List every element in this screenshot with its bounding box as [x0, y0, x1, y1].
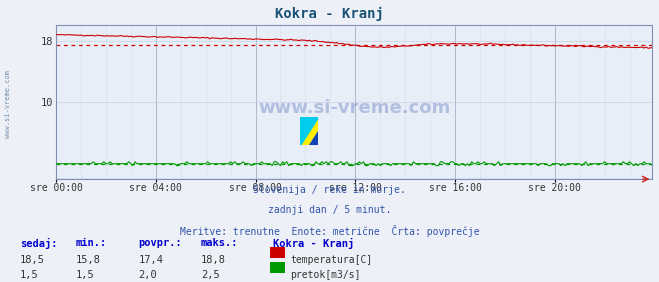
Text: 15,8: 15,8 [76, 255, 101, 265]
Text: sedaj:: sedaj: [20, 238, 57, 249]
Text: povpr.:: povpr.: [138, 238, 182, 248]
Text: pretok[m3/s]: pretok[m3/s] [290, 270, 360, 280]
Text: 17,4: 17,4 [138, 255, 163, 265]
Text: www.si-vreme.com: www.si-vreme.com [5, 70, 11, 138]
Text: 2,0: 2,0 [138, 270, 157, 280]
Text: 1,5: 1,5 [76, 270, 94, 280]
Text: Kokra - Kranj: Kokra - Kranj [273, 238, 355, 249]
Text: 1,5: 1,5 [20, 270, 38, 280]
Polygon shape [309, 131, 318, 145]
Text: Meritve: trenutne  Enote: metrične  Črta: povprečje: Meritve: trenutne Enote: metrične Črta: … [180, 225, 479, 237]
Text: Kokra - Kranj: Kokra - Kranj [275, 7, 384, 21]
Polygon shape [300, 117, 318, 145]
Text: Slovenija / reke in morje.: Slovenija / reke in morje. [253, 185, 406, 195]
Text: 18,5: 18,5 [20, 255, 45, 265]
Text: 2,5: 2,5 [201, 270, 219, 280]
Text: maks.:: maks.: [201, 238, 239, 248]
Text: www.si-vreme.com: www.si-vreme.com [258, 99, 450, 117]
Text: 18,8: 18,8 [201, 255, 226, 265]
Text: zadnji dan / 5 minut.: zadnji dan / 5 minut. [268, 205, 391, 215]
Text: temperatura[C]: temperatura[C] [290, 255, 372, 265]
Text: min.:: min.: [76, 238, 107, 248]
Polygon shape [300, 117, 318, 145]
